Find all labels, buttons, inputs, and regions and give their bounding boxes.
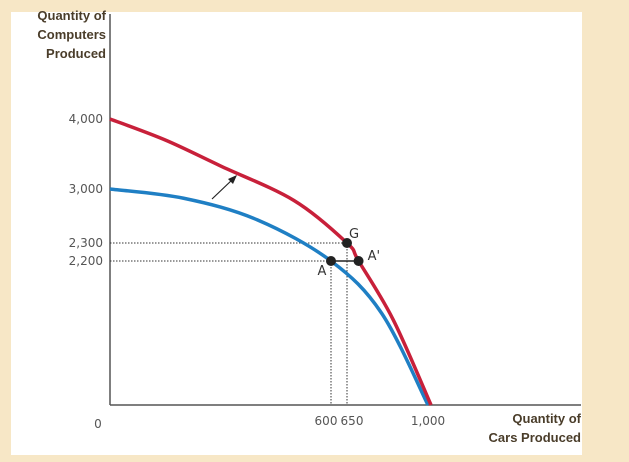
y-tick-label: 2,300 (69, 236, 103, 250)
point-label-a: A (318, 264, 327, 279)
shift-arrowhead (228, 175, 237, 184)
x-axis-label-line: Quantity of (512, 411, 581, 426)
shift-arrow (211, 178, 234, 200)
point-a-prime (353, 256, 364, 266)
chart-panel (11, 12, 582, 455)
y-axis-label-line: Quantity of (37, 8, 106, 23)
origin-label: 0 (94, 417, 102, 431)
y-axis-label-line: Produced (46, 46, 106, 61)
ppf-curve-new (109, 117, 433, 406)
point-label-g: G (349, 227, 359, 242)
x-axis-label: Quantity of Cars Produced (440, 409, 581, 447)
y-tick-label: 4,000 (69, 112, 103, 126)
y-axis-label-line: Computers (37, 27, 106, 42)
x-tick-label: 600 (315, 414, 338, 428)
y-axis-label: Quantity of Computers Produced (14, 6, 106, 63)
y-tick-label: 2,200 (69, 254, 103, 268)
y-tick-label: 3,000 (69, 182, 103, 196)
x-axis-label-line: Cars Produced (488, 430, 581, 445)
x-tick-label: 650 (341, 414, 364, 428)
x-tick-label: 1,000 (411, 414, 445, 428)
point-g (342, 238, 352, 248)
ppf-curve-original (109, 187, 430, 406)
point-a (326, 256, 336, 266)
point-label-a-prime: A' (368, 249, 380, 264)
